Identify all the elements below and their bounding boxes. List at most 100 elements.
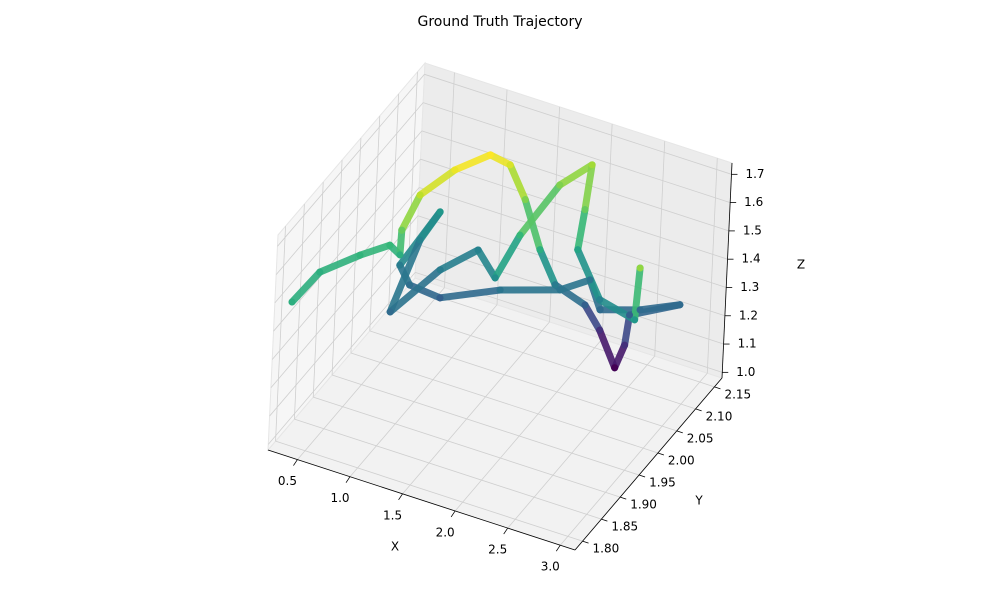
x-tick-label: 2.5 xyxy=(488,543,507,557)
grid-line xyxy=(349,304,498,477)
tick-mark xyxy=(638,474,646,478)
grid-line xyxy=(331,374,640,476)
grid-line xyxy=(312,182,324,398)
trajectory-segment xyxy=(396,226,406,259)
trajectory xyxy=(288,151,684,372)
trajectory-segment xyxy=(506,161,529,204)
tick-mark xyxy=(450,510,456,518)
trajectory-point xyxy=(396,261,404,269)
trajectory-point xyxy=(636,306,644,314)
trajectory-point xyxy=(416,191,424,199)
trajectory-segment xyxy=(386,236,424,316)
grid-line xyxy=(454,338,603,512)
y-tick-label: 2.10 xyxy=(706,409,733,423)
trajectory-segment xyxy=(596,326,619,372)
y-tick-label: 2.05 xyxy=(687,431,714,445)
trajectory-point xyxy=(631,316,639,324)
grid-line xyxy=(415,271,723,373)
grid-line xyxy=(402,321,550,495)
x-tick-label: 3.0 xyxy=(541,560,560,574)
tick-mark xyxy=(582,540,589,544)
grid-line xyxy=(271,187,420,360)
x-tick-label: 2.0 xyxy=(436,525,455,539)
trajectory-segment xyxy=(486,151,514,169)
trajectory-segment xyxy=(436,246,482,274)
grid-line xyxy=(407,286,715,388)
trajectory-point xyxy=(436,266,444,274)
y-tick-label: 1.90 xyxy=(630,498,657,512)
trajectory-point xyxy=(556,181,564,189)
x-tick-label: 0.5 xyxy=(278,474,297,488)
z-tick-label: 1.6 xyxy=(744,195,763,209)
trajectory-segment xyxy=(581,161,596,214)
trajectory-point xyxy=(496,286,504,294)
grid-line xyxy=(274,130,423,304)
trajectory-segment xyxy=(398,191,424,234)
trajectory-segment xyxy=(636,301,684,314)
tick-mark xyxy=(555,544,561,552)
trajectory-point xyxy=(386,241,394,249)
z-tick-label: 1.7 xyxy=(745,167,764,181)
y-tick-label: 1.85 xyxy=(611,520,638,534)
z-tick-label: 1.2 xyxy=(739,308,758,322)
trajectory-point xyxy=(551,281,559,289)
trajectory-point xyxy=(536,246,544,254)
grid-line xyxy=(275,102,424,275)
trajectory-point xyxy=(474,246,482,254)
trajectory-point xyxy=(596,306,604,314)
grid-line xyxy=(269,243,417,417)
grid-line xyxy=(444,72,455,288)
tick-mark xyxy=(503,527,509,535)
trajectory-segment xyxy=(556,161,596,189)
trajectory-point xyxy=(596,326,604,334)
y-tick-label: 2.15 xyxy=(724,387,751,401)
grid-line xyxy=(420,158,728,260)
grid-line xyxy=(424,73,732,175)
trajectory-point xyxy=(621,341,629,349)
x-tick-label: 1.0 xyxy=(330,491,349,505)
trajectory-point xyxy=(491,274,499,282)
trajectory-point xyxy=(586,276,594,284)
z-tick-label: 1.3 xyxy=(740,280,759,294)
trajectory-point xyxy=(316,268,324,276)
x-axis-line xyxy=(267,449,576,551)
trajectory-segment xyxy=(474,246,499,282)
grid-line xyxy=(277,74,425,247)
trajectory-point xyxy=(398,226,406,234)
tick-mark xyxy=(676,430,683,434)
trajectory-point xyxy=(516,231,524,239)
tick-mark xyxy=(345,476,351,483)
tick-mark xyxy=(620,496,627,500)
trajectory-point xyxy=(486,151,494,159)
axes: 0.5 1.0 1.5 2.0 2.5 3.0 1.80 1.85 1.90 1.95 2.00 2.… xyxy=(267,162,765,574)
trajectory-segment xyxy=(386,266,444,316)
trajectory-point xyxy=(436,208,444,216)
y-axis-line xyxy=(574,377,723,551)
trajectory-point xyxy=(396,251,404,259)
grid-line xyxy=(369,115,381,331)
trajectory-point xyxy=(556,286,564,294)
trajectory-segment xyxy=(451,151,494,174)
trajectory-point xyxy=(451,166,459,174)
grid-line xyxy=(313,396,621,498)
trajectory-segment xyxy=(516,181,564,239)
tick-mark xyxy=(657,452,665,456)
grid-line xyxy=(350,137,362,353)
trajectory-point xyxy=(386,308,394,316)
trajectory-segment xyxy=(288,268,324,306)
trajectory-segment xyxy=(574,206,589,254)
z-tick-label: 1.4 xyxy=(742,252,761,266)
y-tick-label: 1.95 xyxy=(649,476,676,490)
z-axis-line xyxy=(721,162,733,379)
z-tick-label: 1.1 xyxy=(738,337,757,351)
grid-line xyxy=(388,93,400,309)
trajectory-point xyxy=(356,251,364,259)
trajectory-point xyxy=(626,311,634,319)
grid-line xyxy=(297,287,445,460)
grid-line xyxy=(350,352,659,454)
grid-line xyxy=(273,158,421,332)
z-axis-label: Z xyxy=(797,258,805,272)
grid-line xyxy=(275,440,583,542)
grid-line xyxy=(417,215,726,317)
